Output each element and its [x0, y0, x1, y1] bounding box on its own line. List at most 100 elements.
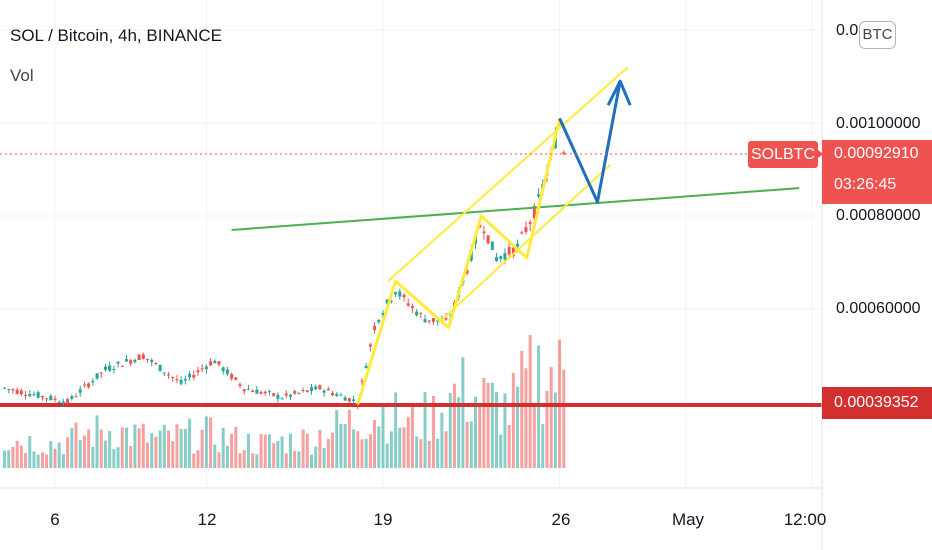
time-tick-label: 26: [551, 510, 571, 529]
volume-bar: [553, 392, 557, 468]
volume-bar: [528, 335, 532, 468]
channel-lower-line: [437, 164, 611, 324]
volume-bar: [263, 434, 267, 468]
volume-bar: [11, 447, 15, 468]
volume-bar: [124, 427, 128, 468]
candle-body: [398, 291, 402, 297]
volume-bar: [154, 436, 158, 468]
volume-bar: [377, 426, 381, 468]
candle-body: [246, 388, 250, 390]
candle-body: [11, 389, 15, 391]
candle-body: [28, 394, 32, 397]
candle-body: [91, 381, 95, 383]
volume-bar: [24, 453, 28, 468]
symbol-tag-arrow: [817, 149, 823, 159]
volume-bar: [150, 433, 154, 468]
candle-body: [196, 370, 200, 373]
time-tick-label: 6: [50, 510, 60, 529]
candle-body: [137, 354, 141, 360]
volume-bar: [465, 421, 469, 468]
volume-bar: [486, 382, 490, 468]
volume-bar: [406, 417, 410, 468]
volume-bar: [3, 450, 7, 468]
projection-arrowhead: [606, 79, 632, 106]
volume-bar: [167, 430, 171, 468]
volume-bar: [129, 445, 133, 468]
volume-bar: [532, 406, 536, 468]
candle-body: [410, 306, 414, 308]
volume-bar: [427, 440, 431, 468]
currency-badge[interactable]: BTC: [859, 21, 896, 49]
candle-body: [486, 235, 490, 244]
volume-bar: [272, 443, 276, 468]
volume-bar: [461, 357, 465, 468]
volume-bar: [108, 431, 112, 468]
candle-body: [251, 390, 255, 393]
candle-body: [490, 241, 494, 250]
volume-bar: [91, 447, 95, 468]
volume-bar: [474, 396, 477, 468]
support-level-tag[interactable]: 0.00039352: [822, 387, 932, 419]
volume-bar: [381, 404, 385, 468]
candle-body: [200, 368, 204, 370]
volume-bar: [288, 433, 292, 468]
volume-bar: [457, 397, 461, 468]
candle-body: [394, 292, 398, 295]
candle-body: [495, 257, 499, 262]
candle-body: [66, 399, 70, 404]
volume-bar: [217, 452, 221, 468]
candle-body: [188, 373, 192, 378]
symbol-tag[interactable]: SOLBTC: [748, 141, 818, 168]
candle-body: [423, 319, 427, 323]
price-tick-label: 0.00060000: [836, 300, 921, 317]
volume-bar: [179, 428, 183, 468]
candle-body: [364, 365, 368, 369]
candle-body: [297, 392, 301, 394]
candle-countdown: 03:26:45: [834, 176, 897, 193]
current-price-tag[interactable]: 0.00092910 03:26:45: [822, 140, 932, 204]
candle-body: [146, 358, 150, 360]
candle-body: [103, 366, 107, 370]
volume-bar: [49, 441, 53, 468]
candle-body: [331, 392, 335, 396]
candle-body: [562, 152, 566, 154]
candle-body: [183, 378, 187, 381]
candle-body: [263, 391, 267, 394]
candle-body: [288, 394, 292, 397]
volume-bar: [242, 450, 246, 468]
candle-body: [293, 391, 297, 394]
volume-bar: [183, 429, 187, 468]
volume-bar: [440, 412, 444, 468]
volume-bar: [66, 437, 70, 468]
candle-body: [385, 299, 389, 304]
volume-bar: [398, 427, 402, 468]
candle-body: [314, 386, 318, 390]
candle-body: [57, 401, 61, 403]
candle-body: [175, 379, 179, 381]
candle-body: [221, 367, 225, 372]
candle-body: [276, 394, 280, 399]
volume-bar: [7, 450, 11, 468]
price-tick-label: 0.00100000: [836, 115, 921, 132]
volume-bar: [478, 405, 482, 468]
candle-body: [356, 404, 360, 406]
volume-bar: [524, 368, 528, 468]
volume-bar: [196, 450, 200, 468]
candle-body: [116, 361, 120, 364]
candle-body: [482, 231, 486, 234]
support-level-value: 0.00039352: [834, 394, 919, 411]
volume-bar: [146, 442, 150, 468]
candle-body: [158, 364, 162, 372]
candle-body: [347, 398, 351, 402]
candle-body: [267, 391, 271, 393]
candle-body: [167, 374, 171, 376]
volume-bar: [133, 424, 137, 468]
volume-bar: [507, 424, 511, 468]
volume-bars: [3, 335, 566, 468]
volume-bar: [448, 393, 452, 468]
candle-body: [499, 256, 503, 259]
volume-bar: [137, 428, 141, 468]
volume-bar: [360, 439, 364, 468]
candle-body: [352, 399, 356, 401]
